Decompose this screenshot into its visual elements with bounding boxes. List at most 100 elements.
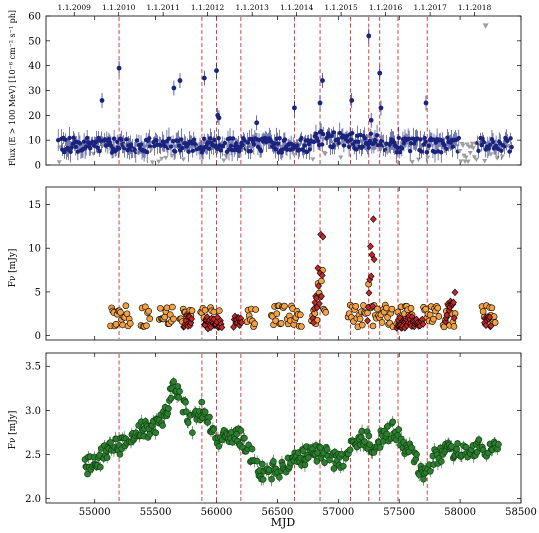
- upper-limit-point: [457, 148, 463, 154]
- data-point: [315, 299, 323, 308]
- data-point: [448, 443, 455, 450]
- data-point: [445, 135, 450, 140]
- data-point: [349, 130, 355, 136]
- data-point: [482, 321, 490, 329]
- upper-limit-point: [415, 157, 421, 163]
- data-point: [335, 137, 340, 142]
- y-axis-label-top: Flux (E > 100 MeV) [10⁻⁸ cm⁻² s⁻¹ ph]: [8, 10, 17, 166]
- data-point: [302, 143, 307, 148]
- data-point: [369, 215, 377, 223]
- upper-limit-point: [482, 23, 489, 29]
- data-point: [206, 413, 213, 421]
- data-point: [157, 304, 164, 312]
- upper-limit-point: [159, 156, 165, 162]
- upper-limit-point: [494, 156, 500, 161]
- data-point: [282, 137, 288, 142]
- data-point: [456, 135, 462, 141]
- data-point: [97, 148, 102, 154]
- data-point: [208, 136, 213, 141]
- x-tick-label: 58000: [444, 507, 476, 518]
- data-point: [242, 138, 247, 143]
- data-point: [383, 430, 391, 438]
- data-point: [200, 147, 206, 153]
- plot-frame: [45, 352, 522, 504]
- y-tick-label: 30: [28, 86, 41, 97]
- data-point: [248, 445, 256, 453]
- y-axis-label-bottom: Fν [mJy]: [8, 411, 18, 450]
- data-point: [180, 145, 185, 151]
- data-point: [356, 315, 364, 323]
- x-tick-label: 56000: [201, 507, 233, 518]
- data-point: [201, 136, 207, 142]
- data-point: [216, 136, 221, 141]
- data-point: [430, 315, 437, 323]
- data-point: [435, 313, 443, 320]
- upper-limit-point: [425, 155, 431, 161]
- data-point: [277, 320, 285, 327]
- data-point: [366, 145, 371, 150]
- data-point: [479, 308, 487, 315]
- data-point: [103, 454, 111, 461]
- data-point: [210, 426, 218, 433]
- data-point: [68, 149, 73, 155]
- upper-limit-point: [468, 144, 474, 150]
- data-point: [143, 322, 150, 329]
- data-point: [167, 394, 175, 402]
- flare-point: [377, 70, 383, 76]
- flare-point: [99, 98, 105, 103]
- data-point: [241, 434, 248, 442]
- flare-point: [201, 75, 207, 81]
- data-point: [451, 288, 459, 297]
- upper-limit-point: [465, 159, 471, 165]
- upper-limit-point: [56, 160, 62, 165]
- data-point: [220, 144, 225, 149]
- data-point: [507, 149, 512, 154]
- flare-point: [116, 65, 122, 71]
- data-point: [210, 308, 218, 316]
- data-point: [438, 458, 445, 465]
- upper-limit-point: [463, 155, 469, 160]
- data-point: [365, 432, 373, 440]
- upper-limit-point: [460, 143, 466, 148]
- data-point: [299, 447, 307, 455]
- data-point: [168, 144, 174, 149]
- y-axis-label-middle: Fν [mJy]: [8, 249, 18, 288]
- data-point: [161, 313, 169, 321]
- data-point: [201, 408, 209, 416]
- flare-point: [378, 105, 384, 111]
- data-point: [112, 320, 120, 328]
- data-point: [481, 139, 486, 145]
- flare-point: [423, 100, 429, 106]
- data-point: [337, 130, 342, 136]
- data-point: [487, 142, 493, 148]
- data-point: [323, 446, 331, 453]
- data-point: [490, 139, 496, 145]
- data-point: [442, 142, 447, 148]
- upper-limit-point: [469, 141, 475, 147]
- data-point: [475, 436, 483, 443]
- data-point: [73, 144, 78, 150]
- upper-limit-point: [482, 159, 488, 164]
- upper-limit-point: [338, 155, 344, 160]
- data-point: [198, 398, 206, 406]
- data-point: [312, 294, 320, 302]
- data-point: [122, 302, 130, 310]
- data-point: [413, 451, 420, 458]
- data-point: [273, 310, 281, 318]
- data-point: [313, 458, 321, 465]
- data-point: [407, 305, 415, 312]
- data-point: [488, 304, 496, 312]
- data-point: [396, 135, 401, 140]
- y-tick-label: 10: [28, 136, 41, 147]
- data-point: [499, 148, 504, 153]
- y-tick-label: 2.0: [25, 494, 41, 505]
- data-point: [440, 323, 448, 331]
- date-tick-label: 1.1.2009: [58, 3, 92, 12]
- data-point: [321, 131, 326, 137]
- data-point: [362, 136, 367, 141]
- y-tick-label: 3.5: [25, 362, 41, 373]
- data-point: [439, 150, 444, 155]
- data-point: [408, 444, 415, 451]
- data-point: [454, 440, 461, 447]
- y-tick-label: 5: [35, 287, 41, 298]
